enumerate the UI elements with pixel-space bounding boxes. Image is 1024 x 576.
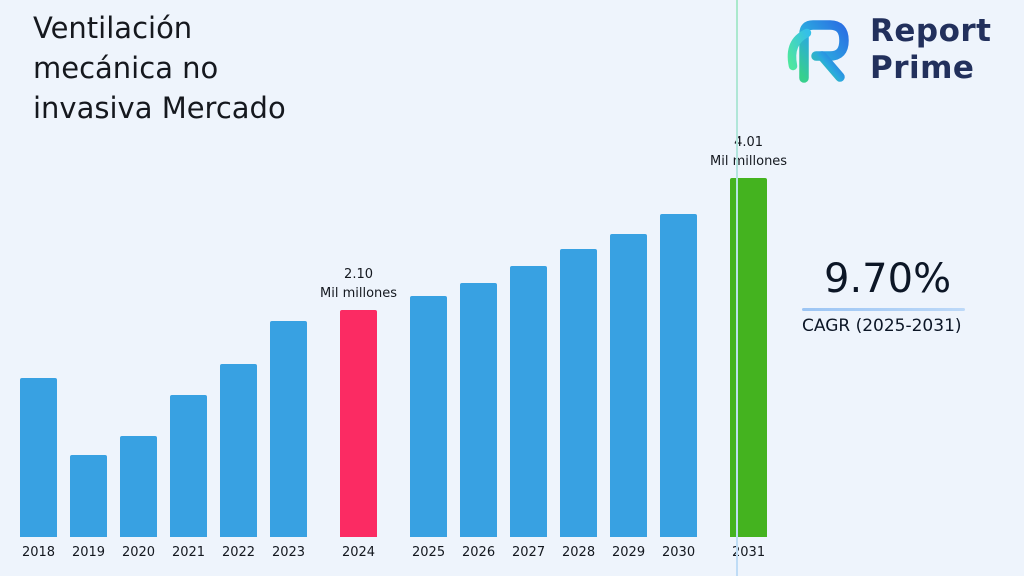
cagr-value: 9.70% — [824, 256, 952, 302]
bar-2028 — [560, 249, 598, 537]
x-axis-label-2024: 2024 — [341, 545, 376, 560]
bar-cell-2031: 4.01 Mil millones 2031 — [710, 134, 787, 561]
bar-2021 — [170, 395, 207, 537]
report-prime-logo: Report Prime — [780, 12, 992, 88]
page-title: Ventilación mecánica no invasiva Mercado — [33, 8, 373, 128]
bar-cell-2020: 2020 — [120, 436, 157, 561]
bar-2018 — [20, 378, 57, 537]
x-axis-label-2023: 2023 — [271, 545, 306, 560]
bar-cell-2021: 2021 — [170, 395, 207, 561]
x-axis-label-2022: 2022 — [221, 545, 256, 560]
x-axis-label-2020: 2020 — [121, 545, 156, 560]
bar-annotation-2031: 4.01 Mil millones — [710, 134, 787, 172]
cagr-label: CAGR (2025-2031) — [802, 316, 962, 336]
page-title-line-1: Ventilación — [33, 11, 193, 45]
x-axis-label-2018: 2018 — [21, 545, 56, 560]
report-prime-logo-text: Report Prime — [870, 13, 992, 86]
bar-annotation-value: 4.01 — [734, 135, 764, 151]
bar-chart: 2018 2019 2020 2021 2022 2023 2.10 Mil millones… — [20, 135, 787, 561]
cagr-underline — [802, 308, 965, 311]
x-axis-label-2028: 2028 — [562, 545, 596, 560]
bar-cell-2030: 2030 — [660, 214, 698, 561]
page-title-line-3: invasiva Mercado — [33, 91, 286, 126]
report-prime-logo-icon — [780, 12, 858, 88]
bar-cell-2022: 2022 — [220, 364, 257, 561]
bar-2023 — [270, 321, 307, 537]
bar-2019 — [70, 455, 107, 537]
bar-cell-2026: 2026 — [460, 283, 498, 561]
x-axis-label-2025: 2025 — [412, 545, 446, 560]
bar-cell-2025: 2025 — [410, 296, 448, 561]
x-axis-label-2027: 2027 — [512, 545, 546, 560]
bar-annotation-2024: 2.10 Mil millones — [320, 266, 397, 304]
x-axis-label-2021: 2021 — [171, 545, 206, 560]
bar-cell-2023: 2023 — [270, 321, 307, 561]
bar-2030 — [660, 214, 698, 537]
bar-2027 — [510, 266, 548, 537]
bar-cell-2028: 2028 — [560, 249, 598, 561]
bar-cell-2029: 2029 — [610, 234, 648, 561]
x-axis-label-2031: 2031 — [732, 545, 766, 560]
bar-cell-2019: 2019 — [70, 455, 107, 561]
x-axis-label-2029: 2029 — [612, 545, 646, 560]
bar-2029 — [610, 234, 648, 537]
logo-text-report: Report — [870, 13, 992, 50]
bar-2026 — [460, 283, 498, 537]
bar-cell-2024: 2.10 Mil millones 2024 — [320, 266, 397, 561]
x-axis-label-2026: 2026 — [462, 545, 496, 560]
x-axis-label-2019: 2019 — [71, 545, 106, 560]
bar-2025 — [410, 296, 448, 537]
bar-2024 — [340, 310, 378, 537]
vertical-divider — [736, 0, 738, 576]
bar-cell-2027: 2027 — [510, 266, 548, 561]
bar-annotation-unit: Mil millones — [710, 154, 788, 170]
bar-annotation-unit: Mil millones — [320, 286, 398, 302]
bar-2022 — [220, 364, 257, 537]
bars-row: 2018 2019 2020 2021 2022 2023 2.10 Mil millones… — [20, 135, 787, 561]
page-title-line-2: mecánica no — [33, 51, 219, 86]
bar-2020 — [120, 436, 157, 537]
x-axis-label-2030: 2030 — [662, 545, 696, 560]
bar-annotation-value: 2.10 — [344, 267, 373, 283]
logo-text-prime: Prime — [870, 50, 975, 86]
bar-cell-2018: 2018 — [20, 378, 57, 561]
